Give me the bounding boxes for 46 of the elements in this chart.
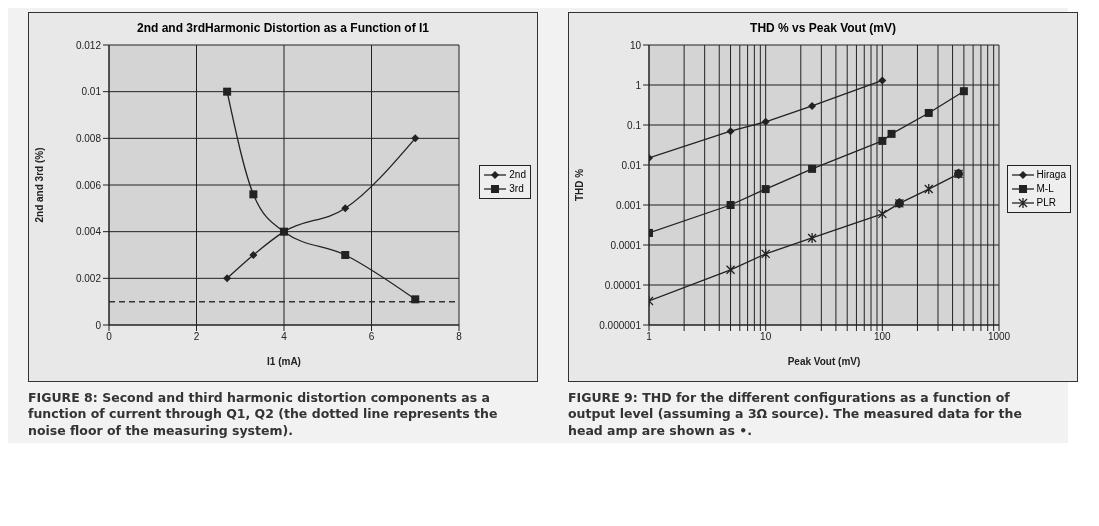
chart-title: THD % vs Peak Vout (mV) <box>749 21 897 35</box>
x-tick-label: 4 <box>281 331 288 343</box>
y-tick-label: 0.001 <box>615 199 642 211</box>
point <box>341 204 350 213</box>
x-tick-label: 2 <box>193 331 200 343</box>
y-tick-label: 0.00001 <box>604 279 642 291</box>
caption: FIGURE 9: THD for the different configurations as a function of output level (assuming a 3Ω source). The measured data for the head amp are shown as •. <box>568 390 1023 439</box>
point <box>411 134 420 143</box>
y-tick-label: 0.008 <box>75 132 102 144</box>
chart-title: 2nd and 3rdHarmonic Distortion as a Function of I1 <box>136 21 430 35</box>
y-tick-label: 0.006 <box>75 179 102 191</box>
y-tick-label: 0.002 <box>75 272 102 284</box>
legend-label: Hiraga <box>1036 168 1066 182</box>
y-tick-label: 0.0001 <box>610 239 642 251</box>
point <box>223 274 232 283</box>
y-axis-title: THD % <box>573 168 585 202</box>
point <box>249 251 258 259</box>
x-tick-label: 0 <box>106 331 113 343</box>
point <box>280 227 288 236</box>
y-tick-label: 0.000001 <box>599 319 642 331</box>
x-tick-label: 1 <box>646 331 653 343</box>
y-tick-label: 0.012 <box>75 39 102 51</box>
legend-label: PLR <box>1036 196 1056 210</box>
point <box>411 295 420 304</box>
point <box>223 87 232 96</box>
x-tick-label: 8 <box>456 331 463 343</box>
y-tick-label: 0.01 <box>81 86 102 98</box>
legend-label: M-L <box>1036 182 1054 196</box>
legend-label: 2nd <box>509 168 526 182</box>
x-tick-label: 6 <box>368 331 375 343</box>
y-tick-label: 0.01 <box>621 159 642 171</box>
y-tick-label: 0.004 <box>75 226 102 238</box>
x-tick-label: 100 <box>873 331 892 343</box>
x-axis-title: Peak Vout (mV) <box>787 356 861 367</box>
x-axis-title: I1 (mA) <box>267 356 301 367</box>
point <box>341 251 350 259</box>
x-tick-label: 10 <box>760 331 772 343</box>
caption: FIGURE 8: Second and third harmonic distortion components as a function of current through Q1, Q2 (the dotted line represents the noise floor of the measuring system). <box>28 390 499 439</box>
point <box>249 190 258 199</box>
x-tick-label: 1000 <box>987 331 1011 343</box>
legend-label: 3rd <box>509 182 524 196</box>
y-axis-title: 2nd and 3rd (%) <box>33 147 45 223</box>
y-tick-label: 0 <box>95 319 102 331</box>
y-tick-label: 1 <box>635 79 642 91</box>
y-tick-label: 0.1 <box>627 119 642 131</box>
y-tick-label: 10 <box>629 39 642 51</box>
